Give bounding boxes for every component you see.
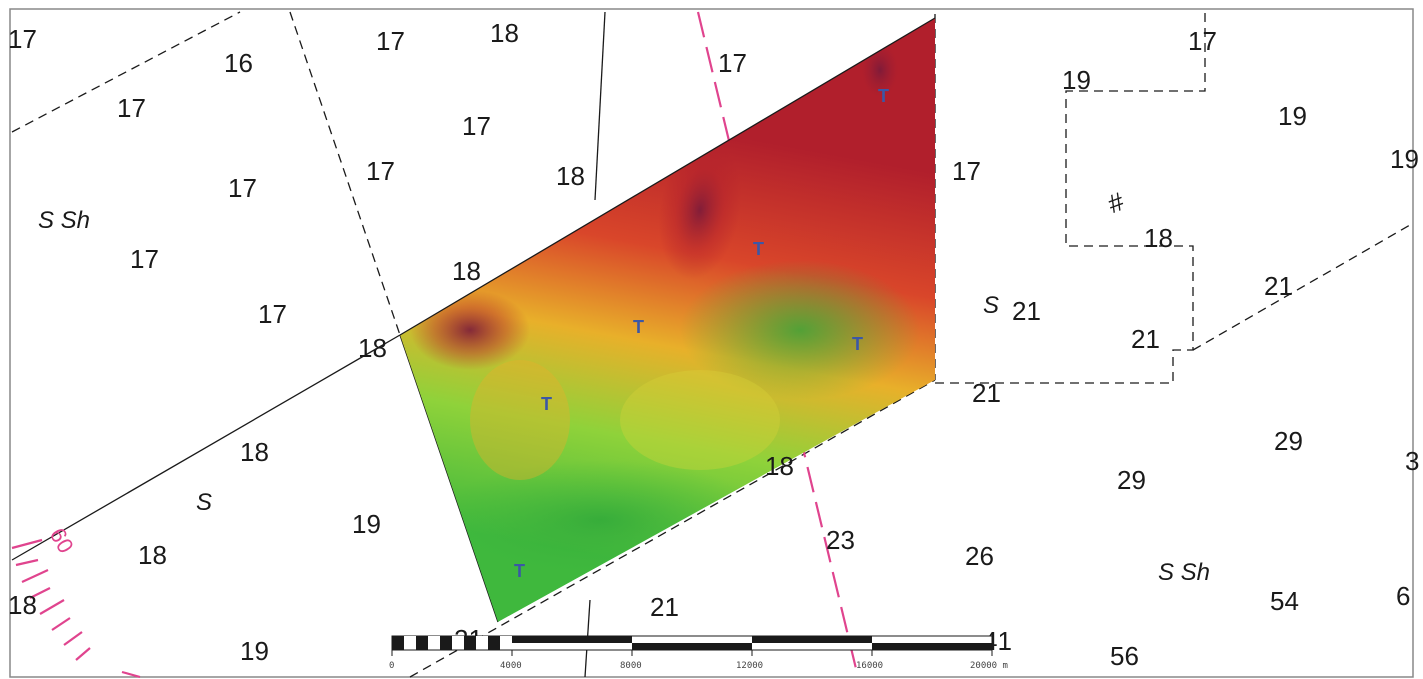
seabed-labels: S Sh S S S Sh bbox=[38, 207, 1210, 586]
depth-sounding: 21 bbox=[972, 378, 1001, 408]
solid-line-vertical bbox=[594, 11, 606, 201]
scale-bar-tick: 16000 bbox=[856, 661, 883, 671]
depth-sounding: 16 bbox=[224, 48, 253, 78]
scale-bar: 0 4000 8000 12000 16000 20000 m bbox=[389, 635, 1008, 671]
seabed-label: S bbox=[983, 292, 999, 319]
depth-sounding: 21 bbox=[1131, 324, 1160, 354]
bathymetry-survey bbox=[400, 18, 935, 622]
depth-sounding: 18 bbox=[138, 540, 167, 570]
depth-sounding: 18 bbox=[240, 437, 269, 467]
tide-marker-icon: T bbox=[878, 86, 889, 106]
depth-sounding: 29 bbox=[1274, 426, 1303, 456]
depth-sounding: 17 bbox=[952, 156, 981, 186]
scale-bar-tick: 8000 bbox=[620, 661, 642, 671]
depth-sounding: 56 bbox=[1110, 641, 1139, 671]
tide-marker-icon: T bbox=[541, 394, 552, 414]
scale-bar-tick: 4000 bbox=[500, 661, 522, 671]
tide-marker-icon: T bbox=[633, 317, 644, 337]
depth-sounding: 17 bbox=[8, 24, 37, 54]
depth-sounding: 26 bbox=[965, 541, 994, 571]
depth-sounding: 19 bbox=[1390, 144, 1419, 174]
depth-sounding: 19 bbox=[240, 636, 269, 666]
scale-bar-tick: 0 bbox=[389, 661, 394, 671]
depth-sounding: 19 bbox=[1062, 65, 1091, 95]
depth-sounding: 17 bbox=[462, 111, 491, 141]
depth-sounding: 21 bbox=[650, 592, 679, 622]
depth-sounding: 23 bbox=[826, 525, 855, 555]
seabed-label: S Sh bbox=[38, 207, 90, 234]
depth-sounding: 19 bbox=[1278, 101, 1307, 131]
depth-sounding: 29 bbox=[1117, 465, 1146, 495]
depth-sounding: 18 bbox=[452, 256, 481, 286]
depth-sounding: 54 bbox=[1270, 586, 1299, 616]
dashed-line-top-left bbox=[11, 11, 241, 133]
depth-sounding: 17 bbox=[366, 156, 395, 186]
depth-sounding: 17 bbox=[258, 299, 287, 329]
depth-sounding: 18 bbox=[490, 18, 519, 48]
depth-sounding: 3 bbox=[1405, 446, 1419, 476]
depth-sounding: 17 bbox=[718, 48, 747, 78]
dashed-line-east bbox=[1192, 224, 1411, 351]
depth-sounding: 19 bbox=[352, 509, 381, 539]
solid-line-southwest bbox=[11, 334, 401, 561]
depth-sounding: 21 bbox=[1012, 296, 1041, 326]
scale-bar-tick: 12000 bbox=[736, 661, 763, 671]
depth-sounding: 17 bbox=[376, 26, 405, 56]
depth-sounding: 18 bbox=[8, 590, 37, 620]
compass-rose-icon bbox=[11, 538, 141, 679]
depth-sounding: 18 bbox=[1144, 223, 1173, 253]
dashed-boundary-east bbox=[935, 12, 1206, 384]
dashed-line-diagonal bbox=[289, 11, 401, 336]
tide-marker-icon: T bbox=[514, 561, 525, 581]
depth-sounding: 17 bbox=[1188, 26, 1217, 56]
depth-sounding: 17 bbox=[117, 93, 146, 123]
depth-sounding: 17 bbox=[228, 173, 257, 203]
tide-marker-icon: T bbox=[852, 334, 863, 354]
depth-sounding: 6 bbox=[1396, 581, 1410, 611]
scale-bar-tick: 20000 m bbox=[970, 661, 1008, 671]
dashed-line-survey-bottom bbox=[409, 379, 936, 678]
depth-sounding: 18 bbox=[358, 333, 387, 363]
seabed-label: S Sh bbox=[1158, 559, 1210, 586]
depth-sounding: 18 bbox=[556, 161, 585, 191]
depth-sounding: 17 bbox=[130, 244, 159, 274]
survey-outline bbox=[399, 17, 936, 336]
tide-markers: T T T T T T bbox=[514, 86, 889, 581]
seabed-label: S bbox=[196, 489, 212, 516]
depth-sounding: 18 bbox=[765, 451, 794, 481]
tide-marker-icon: T bbox=[753, 239, 764, 259]
depth-sounding: 21 bbox=[1264, 271, 1293, 301]
depth-soundings: 17 16 17 17 17 17 17 18 17 18 18 17 18 1… bbox=[8, 18, 1419, 671]
